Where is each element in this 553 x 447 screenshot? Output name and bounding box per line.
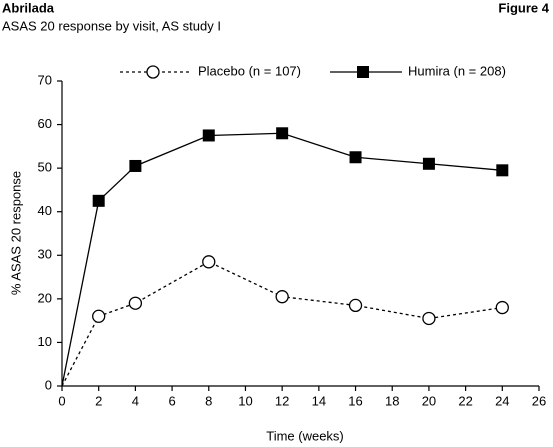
marker xyxy=(146,65,160,79)
marker xyxy=(92,194,105,207)
marker xyxy=(496,164,509,177)
y-tick-label: 30 xyxy=(38,247,52,262)
x-tick-label: 8 xyxy=(205,393,212,408)
chart-subtitle: ASAS 20 response by visit, AS study I xyxy=(2,18,221,33)
marker xyxy=(92,309,106,323)
marker xyxy=(422,157,435,170)
x-tick-label: 4 xyxy=(132,393,139,408)
marker xyxy=(202,255,216,269)
y-tick-label: 10 xyxy=(38,334,52,349)
marker xyxy=(357,66,369,78)
series-line xyxy=(61,261,503,387)
marker xyxy=(128,296,143,310)
legend-label: Humira (n = 208) xyxy=(408,63,506,78)
x-tick-label: 14 xyxy=(312,393,326,408)
y-tick-label: 20 xyxy=(38,290,52,305)
marker xyxy=(276,127,289,140)
marker xyxy=(275,290,289,304)
x-tick-label: 22 xyxy=(458,393,472,408)
x-tick-label: 0 xyxy=(58,393,65,408)
series-line xyxy=(61,132,503,387)
x-tick-label: 26 xyxy=(532,393,546,408)
y-tick-label: 60 xyxy=(38,116,52,131)
chart-title: Abrilada xyxy=(2,0,55,15)
marker xyxy=(495,300,509,315)
y-tick-label: 40 xyxy=(38,203,52,218)
x-tick-label: 18 xyxy=(385,393,399,408)
x-tick-label: 24 xyxy=(495,393,509,408)
x-tick-label: 6 xyxy=(168,393,175,408)
y-axis-label: % ASAS 20 response xyxy=(8,171,23,295)
figure-label: Figure 4 xyxy=(498,0,549,15)
x-tick-label: 20 xyxy=(422,393,436,408)
x-tick-label: 16 xyxy=(348,393,362,408)
marker xyxy=(349,151,362,164)
y-tick-label: 50 xyxy=(38,160,52,175)
marker xyxy=(202,129,215,142)
marker xyxy=(129,159,142,172)
x-tick-label: 12 xyxy=(275,393,289,408)
marker xyxy=(348,298,363,313)
y-tick-label: 0 xyxy=(45,377,52,392)
x-axis-label: Time (weeks) xyxy=(266,428,344,443)
legend-label: Placebo (n = 107) xyxy=(198,63,301,78)
marker xyxy=(422,311,436,326)
x-tick-label: 10 xyxy=(238,393,252,408)
x-tick-label: 2 xyxy=(95,393,102,408)
y-tick-label: 70 xyxy=(38,72,52,87)
